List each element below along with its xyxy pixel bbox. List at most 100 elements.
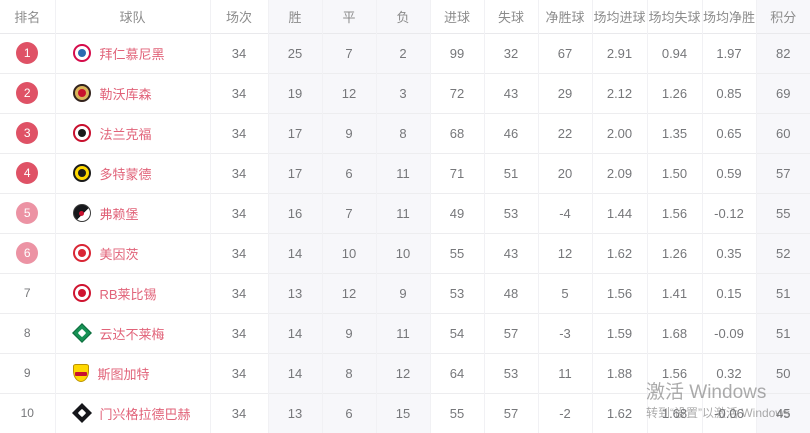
stat-cell: 1.62 xyxy=(592,393,648,433)
team-logo-icon xyxy=(72,244,91,262)
team-logo-core xyxy=(77,129,86,137)
stat-cell: 54 xyxy=(430,313,485,353)
table-row: 3 法兰克福 34 17 9 8 68 46 22 2.00 1.35 0.65… xyxy=(0,113,810,153)
stat-cell: 6 xyxy=(322,153,377,193)
table-row: 9 斯图加特 34 14 8 12 64 53 11 1.88 1.56 0.3… xyxy=(0,353,810,393)
team-logo-icon xyxy=(72,44,91,62)
header-avg-goals-for: 场均进球 xyxy=(592,0,648,33)
table-row: 1 拜仁慕尼黑 34 25 7 2 99 32 67 2.91 0.94 1.9… xyxy=(0,33,810,73)
stat-cell: 51 xyxy=(756,273,810,313)
header-team: 球队 xyxy=(55,0,211,33)
stat-cell: 50 xyxy=(756,353,810,393)
stat-cell: 0.65 xyxy=(702,113,757,153)
stat-cell: 53 xyxy=(430,273,485,313)
team-link[interactable]: 弗赖堡 xyxy=(72,204,139,223)
team-logo-core xyxy=(77,249,86,257)
stat-cell: 49 xyxy=(430,193,485,233)
stat-cell: 10 xyxy=(376,233,431,273)
stat-cell: 0.59 xyxy=(702,153,757,193)
stat-cell: -2 xyxy=(538,393,593,433)
stat-cell: 43 xyxy=(484,233,539,273)
team-link[interactable]: 门兴格拉德巴赫 xyxy=(71,403,191,423)
team-link[interactable]: 拜仁慕尼黑 xyxy=(72,44,165,63)
stat-cell: 34 xyxy=(210,193,269,233)
team-logo-core xyxy=(79,210,84,216)
rank-badge: 5 xyxy=(16,202,39,224)
stat-cell: 69 xyxy=(756,73,810,113)
team-logo-core xyxy=(77,49,86,57)
standings-body: 1 拜仁慕尼黑 34 25 7 2 99 32 67 2.91 0.94 1.9… xyxy=(0,33,810,433)
stat-cell: 1.44 xyxy=(592,193,648,233)
table-row: 10 门兴格拉德巴赫 34 13 6 15 55 57 -2 1.62 1.68… xyxy=(0,393,810,433)
stat-cell: 55 xyxy=(430,233,485,273)
stat-cell: 43 xyxy=(484,73,539,113)
stat-cell: 34 xyxy=(210,393,269,433)
team-link[interactable]: 法兰克福 xyxy=(72,124,152,143)
stat-cell: 7 xyxy=(322,193,377,233)
stat-cell: -4 xyxy=(538,193,593,233)
stat-cell: 51 xyxy=(484,153,539,193)
stat-cell: 17 xyxy=(268,113,323,153)
header-points: 积分 xyxy=(756,0,810,33)
stat-cell: 13 xyxy=(268,393,323,433)
stat-cell: 25 xyxy=(268,33,323,73)
stat-cell: 1.56 xyxy=(647,353,703,393)
team-link[interactable]: RB莱比锡 xyxy=(72,284,157,303)
stat-cell: 34 xyxy=(210,233,269,273)
team-link[interactable]: 多特蒙德 xyxy=(72,164,152,183)
stat-cell: 34 xyxy=(210,273,269,313)
stat-cell: 1.26 xyxy=(647,233,703,273)
team-name: 门兴格拉德巴赫 xyxy=(99,406,191,422)
stat-cell: 2.09 xyxy=(592,153,648,193)
stat-cell: 53 xyxy=(484,193,539,233)
team-logo-core xyxy=(77,328,86,338)
stat-cell: 2.00 xyxy=(592,113,648,153)
stat-cell: 34 xyxy=(210,113,269,153)
team-link[interactable]: 斯图加特 xyxy=(72,364,150,383)
stat-cell: 9 xyxy=(322,113,377,153)
stat-cell: 57 xyxy=(484,393,539,433)
stat-cell: 1.59 xyxy=(592,313,648,353)
stat-cell: 0.85 xyxy=(702,73,757,113)
table-row: 4 多特蒙德 34 17 6 11 71 51 20 2.09 1.50 0.5… xyxy=(0,153,810,193)
header-played: 场次 xyxy=(210,0,269,33)
stat-cell: 16 xyxy=(268,193,323,233)
team-logo-icon xyxy=(71,323,92,343)
header-wins: 胜 xyxy=(268,0,323,33)
stat-cell: 1.68 xyxy=(647,393,703,433)
stat-cell: 1.68 xyxy=(647,313,703,353)
team-link[interactable]: 美因茨 xyxy=(72,244,139,263)
team-logo-icon xyxy=(72,204,91,222)
rank-badge: 1 xyxy=(16,42,39,64)
team-link[interactable]: 勒沃库森 xyxy=(72,84,152,103)
team-name: RB莱比锡 xyxy=(99,286,157,302)
team-logo-core xyxy=(74,372,87,376)
team-link[interactable]: 云达不莱梅 xyxy=(71,323,165,343)
table-row: 7 RB莱比锡 34 13 12 9 53 48 5 1.56 1.41 0.1… xyxy=(0,273,810,313)
stat-cell: 52 xyxy=(756,233,810,273)
stat-cell: 12 xyxy=(322,73,377,113)
stat-cell: 11 xyxy=(376,153,431,193)
stat-cell: 2 xyxy=(376,33,431,73)
stat-cell: 20 xyxy=(538,153,593,193)
stat-cell: 57 xyxy=(484,313,539,353)
stat-cell: 0.15 xyxy=(702,273,757,313)
stat-cell: 48 xyxy=(484,273,539,313)
stat-cell: 0.35 xyxy=(702,233,757,273)
team-logo-icon xyxy=(72,124,91,142)
stat-cell: 71 xyxy=(430,153,485,193)
team-name: 弗赖堡 xyxy=(99,206,139,222)
stat-cell: 12 xyxy=(376,353,431,393)
rank-badge: 6 xyxy=(16,242,39,264)
stat-cell: 9 xyxy=(376,273,431,313)
header-rank: 排名 xyxy=(0,0,56,33)
header-row: 排名 球队 场次 胜 平 负 进球 失球 净胜球 场均进球 场均失球 场均净胜 … xyxy=(0,0,810,33)
rank-badge: 7 xyxy=(23,286,31,300)
stat-cell: 57 xyxy=(756,153,810,193)
stat-cell: -3 xyxy=(538,313,593,353)
stat-cell: 1.50 xyxy=(647,153,703,193)
stat-cell: 53 xyxy=(484,353,539,393)
team-logo-icon xyxy=(71,403,92,423)
stat-cell: 11 xyxy=(376,313,431,353)
